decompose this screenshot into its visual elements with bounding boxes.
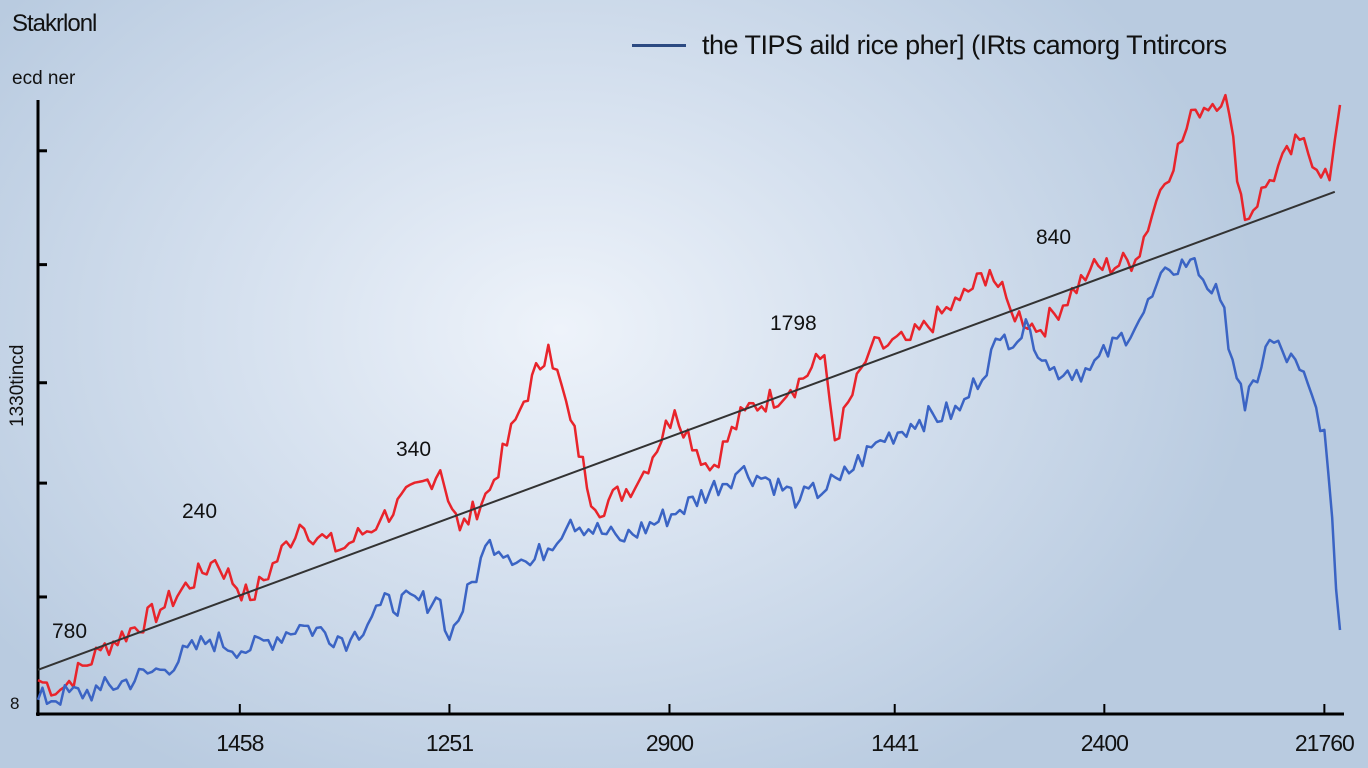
annotation: 780 (52, 620, 88, 643)
annotation: 340 (396, 438, 432, 461)
x-tick-label: 1251 (425, 730, 474, 756)
series-blue-line (36, 256, 1342, 706)
annotation: 840 (1036, 226, 1072, 249)
legend-swatch (632, 44, 686, 47)
annotation: 240 (182, 500, 218, 523)
x-tick-label: 2900 (645, 730, 694, 756)
x-tick-label: 21760 (1294, 730, 1355, 756)
series-trend-line (37, 190, 1336, 671)
origin-label: 8 (10, 694, 20, 713)
series-red-line (37, 93, 1342, 697)
x-tick-label: 2400 (1080, 730, 1129, 756)
x-tick-label: 1458 (216, 730, 264, 756)
annotation: 1798 (770, 312, 817, 335)
legend: the TIPS aild rice pher] (IRts camorg Tn… (632, 30, 1227, 61)
chart-subtitle: ecd ner (12, 68, 76, 89)
x-tick-label: 1441 (871, 730, 919, 756)
legend-label: the TIPS aild rice pher] (IRts camorg Tn… (702, 30, 1227, 60)
chart-title: Stakrlonl (12, 10, 97, 37)
